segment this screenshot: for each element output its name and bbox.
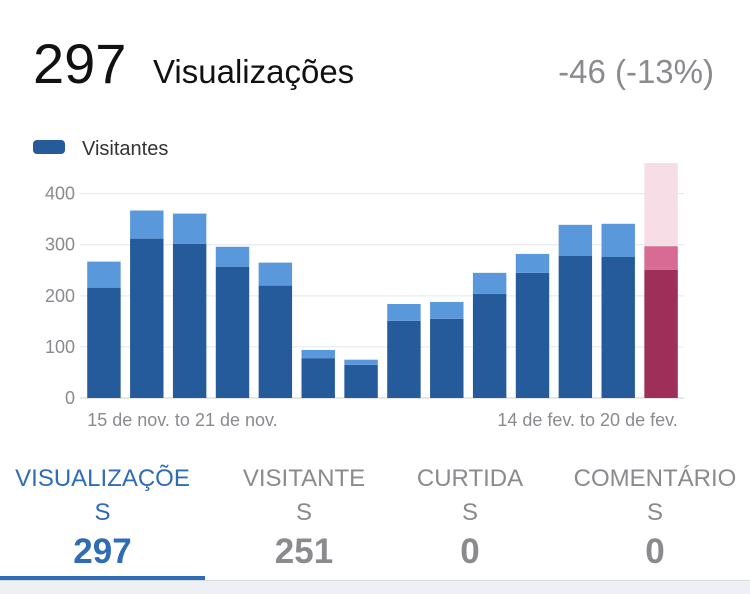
bar xyxy=(601,223,635,257)
bar xyxy=(87,261,121,288)
tab-value: 251 xyxy=(274,532,334,571)
bar xyxy=(601,257,635,398)
bar xyxy=(215,266,250,398)
bar xyxy=(301,358,335,398)
bar xyxy=(644,269,678,398)
tab-label: VISUALIZAÇÕES xyxy=(15,465,190,526)
legend-swatch xyxy=(33,140,65,154)
legend-label: Visitantes xyxy=(82,138,168,160)
bar xyxy=(130,238,164,398)
header-change: -46 (-13%) xyxy=(558,53,714,90)
y-tick-label: 100 xyxy=(45,337,75,357)
bar xyxy=(172,243,207,398)
tab[interactable]: CURTIDAS 0 xyxy=(403,462,537,572)
tab-value: 297 xyxy=(73,532,132,571)
chart: 297 Visualizações -46 (-13%) Visitantes 0… xyxy=(33,32,714,430)
bar xyxy=(130,210,164,239)
bar xyxy=(515,272,550,398)
tab-label: VISITANTES xyxy=(242,465,366,526)
y-tick-label: 400 xyxy=(45,184,75,204)
bar xyxy=(472,272,507,294)
bar xyxy=(344,359,378,365)
header-title: Visualizações xyxy=(153,53,354,90)
bar xyxy=(301,349,335,359)
tab[interactable]: COMENTÁRIOS 0 xyxy=(560,462,750,572)
bar xyxy=(215,246,250,267)
bar xyxy=(644,246,678,270)
bottom-bar xyxy=(0,580,750,594)
bar xyxy=(558,224,593,256)
x-tick-label: 14 de fev. to 20 de fev. xyxy=(497,410,677,430)
tab[interactable]: VISITANTES 251 xyxy=(205,462,403,572)
bar xyxy=(558,255,593,398)
bar xyxy=(172,213,207,244)
y-tick-label: 0 xyxy=(65,388,75,408)
tab-label: COMENTÁRIOS xyxy=(573,465,737,526)
tab[interactable]: VISUALIZAÇÕES 297 xyxy=(0,462,205,572)
tab-value: 0 xyxy=(645,532,665,571)
bar xyxy=(258,285,293,398)
bar xyxy=(430,318,464,398)
bar xyxy=(472,293,507,398)
bar xyxy=(344,364,378,398)
bar xyxy=(515,253,550,273)
bar xyxy=(258,262,293,286)
bar xyxy=(387,320,421,398)
tab-value: 0 xyxy=(460,532,480,571)
bar xyxy=(387,304,421,321)
y-tick-label: 200 xyxy=(45,286,75,306)
x-tick-label: 15 de nov. to 21 de nov. xyxy=(87,410,277,430)
y-tick-label: 300 xyxy=(45,235,75,255)
bar xyxy=(430,301,464,319)
active-tab-indicator xyxy=(0,576,205,580)
header-value: 297 xyxy=(33,32,126,95)
bar xyxy=(87,287,121,398)
tab-label: CURTIDAS xyxy=(416,465,524,526)
